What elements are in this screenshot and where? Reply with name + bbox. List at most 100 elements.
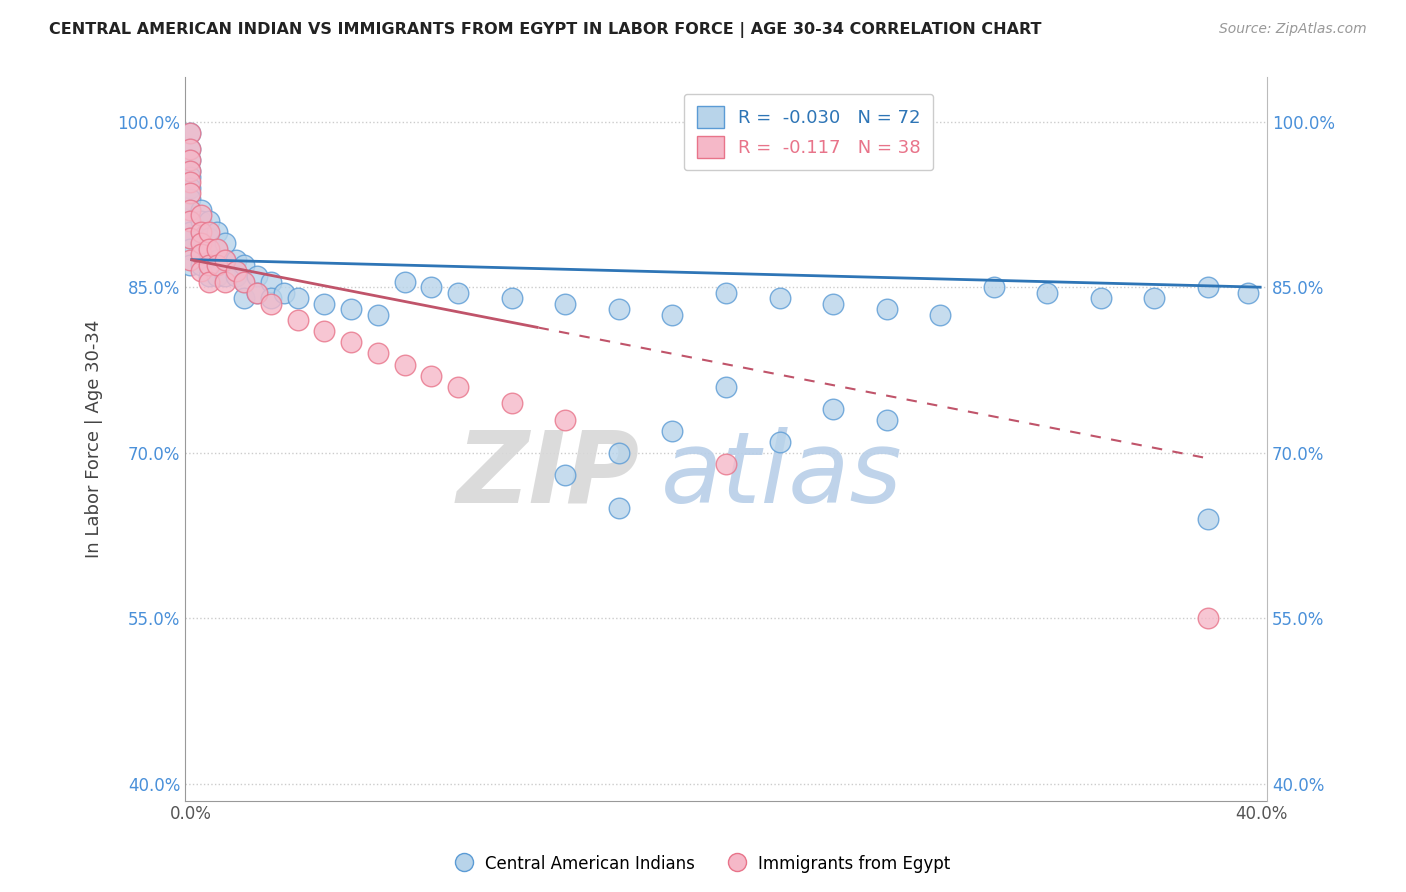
Point: [179, 175, 201, 189]
Point: [661, 308, 683, 322]
Point: [233, 258, 256, 272]
Point: [214, 252, 236, 267]
Point: [198, 230, 221, 244]
Point: [768, 291, 790, 305]
Point: [501, 291, 523, 305]
Point: [205, 225, 228, 239]
Point: [420, 280, 443, 294]
Point: [420, 368, 443, 383]
Point: [190, 225, 212, 239]
Point: [190, 225, 212, 239]
Point: [179, 225, 201, 239]
Point: [607, 302, 630, 317]
Point: [190, 235, 212, 250]
Text: atlas: atlas: [661, 426, 903, 524]
Point: [179, 214, 201, 228]
Point: [314, 325, 336, 339]
Point: [179, 142, 201, 156]
Text: ZIP: ZIP: [457, 426, 640, 524]
Point: [190, 247, 212, 261]
Point: [179, 181, 201, 195]
Point: [179, 142, 201, 156]
Point: [179, 202, 201, 217]
Point: [190, 214, 212, 228]
Point: [714, 285, 737, 300]
Point: [1237, 285, 1260, 300]
Point: [190, 209, 212, 223]
Point: [190, 247, 212, 261]
Legend: R =  -0.030   N = 72, R =  -0.117   N = 38: R = -0.030 N = 72, R = -0.117 N = 38: [683, 94, 934, 170]
Point: [198, 275, 221, 289]
Point: [287, 291, 309, 305]
Point: [190, 235, 212, 250]
Point: [340, 335, 363, 350]
Point: [233, 275, 256, 289]
Point: [179, 252, 201, 267]
Point: [246, 285, 269, 300]
Point: [394, 275, 416, 289]
Point: [179, 230, 201, 244]
Point: [246, 285, 269, 300]
Y-axis label: In Labor Force | Age 30-34: In Labor Force | Age 30-34: [86, 320, 103, 558]
Point: [1197, 512, 1219, 526]
Point: [714, 379, 737, 393]
Point: [179, 214, 201, 228]
Point: [225, 263, 247, 277]
Point: [714, 457, 737, 471]
Point: [447, 285, 470, 300]
Point: [179, 230, 201, 244]
Point: [179, 153, 201, 168]
Point: [607, 501, 630, 516]
Point: [214, 269, 236, 284]
Point: [198, 242, 221, 256]
Point: [929, 308, 952, 322]
Point: [1036, 285, 1059, 300]
Point: [1197, 280, 1219, 294]
Point: [179, 192, 201, 206]
Point: [554, 413, 576, 427]
Point: [179, 186, 201, 201]
Point: [876, 413, 898, 427]
Point: [214, 252, 236, 267]
Point: [1197, 611, 1219, 625]
Legend: Central American Indians, Immigrants from Egypt: Central American Indians, Immigrants fro…: [449, 848, 957, 880]
Point: [246, 269, 269, 284]
Point: [260, 297, 283, 311]
Point: [367, 308, 389, 322]
Point: [273, 285, 295, 300]
Point: [179, 164, 201, 178]
Point: [214, 275, 236, 289]
Point: [179, 242, 201, 256]
Point: [179, 258, 201, 272]
Point: [225, 269, 247, 284]
Point: [447, 379, 470, 393]
Point: [554, 297, 576, 311]
Point: [367, 346, 389, 360]
Point: [198, 214, 221, 228]
Text: CENTRAL AMERICAN INDIAN VS IMMIGRANTS FROM EGYPT IN LABOR FORCE | AGE 30-34 CORR: CENTRAL AMERICAN INDIAN VS IMMIGRANTS FR…: [49, 22, 1042, 38]
Point: [233, 275, 256, 289]
Point: [314, 297, 336, 311]
Point: [190, 258, 212, 272]
Point: [179, 202, 201, 217]
Point: [198, 247, 221, 261]
Point: [198, 258, 221, 272]
Point: [768, 434, 790, 449]
Point: [190, 263, 212, 277]
Point: [661, 424, 683, 438]
Point: [823, 401, 845, 416]
Point: [554, 467, 576, 482]
Point: [179, 153, 201, 168]
Point: [179, 126, 201, 140]
Point: [983, 280, 1005, 294]
Point: [876, 302, 898, 317]
Point: [1090, 291, 1112, 305]
Point: [205, 252, 228, 267]
Point: [205, 242, 228, 256]
Point: [198, 258, 221, 272]
Point: [260, 275, 283, 289]
Point: [190, 202, 212, 217]
Point: [198, 225, 221, 239]
Point: [179, 126, 201, 140]
Point: [607, 446, 630, 460]
